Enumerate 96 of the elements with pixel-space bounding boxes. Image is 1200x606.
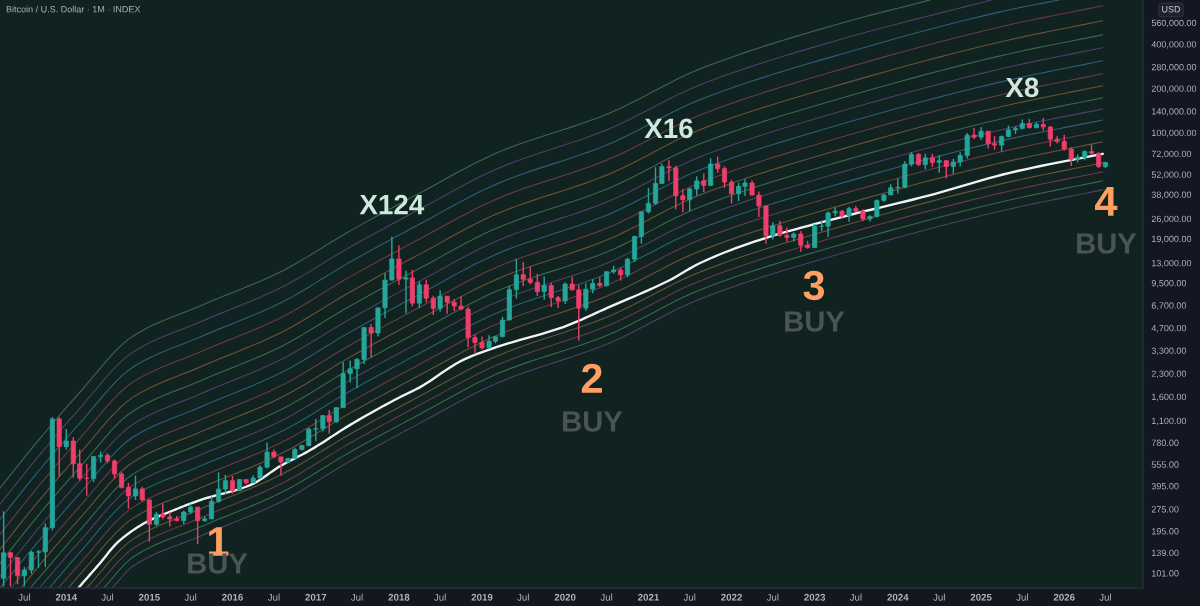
y-tick-label: 1,100.00 xyxy=(1152,417,1187,426)
y-tick-label: 275.00 xyxy=(1151,506,1179,513)
x-tick-label: 2023 xyxy=(804,593,826,601)
candlestick xyxy=(28,550,34,575)
y-tick-label: 38,000.00 xyxy=(1151,191,1192,199)
x-tick-label: 2017 xyxy=(305,593,327,601)
candlestick xyxy=(216,471,222,504)
candlestick xyxy=(437,289,443,313)
x-tick-label: Jul xyxy=(1016,593,1028,601)
candlestick xyxy=(21,566,27,588)
candlestick xyxy=(721,165,728,189)
annotation: 2 xyxy=(581,363,602,393)
y-tick-label: 100,000.00 xyxy=(1152,129,1197,138)
x-tick-label: 2015 xyxy=(138,593,160,601)
x-tick-label: Jul xyxy=(350,593,363,601)
candlestick xyxy=(91,455,97,483)
candlestick xyxy=(15,556,21,585)
x-tick-label: 2018 xyxy=(388,593,410,601)
x-tick-label: Jul xyxy=(267,593,280,601)
annotation: BUY xyxy=(563,411,623,432)
annotation: 4 xyxy=(1095,187,1118,216)
y-tick-label: 555.00 xyxy=(1151,461,1179,468)
y-tick-label: 101.00 xyxy=(1152,570,1179,577)
x-tick-label: Jul xyxy=(434,593,446,601)
x-tick-label: 2025 xyxy=(970,593,992,601)
candlestick xyxy=(368,323,374,358)
x-tick-label: 2014 xyxy=(55,593,78,601)
x-tick-label: Jul xyxy=(849,593,862,601)
y-tick-label: 26,000.00 xyxy=(1151,215,1192,224)
x-tick-label: Jul xyxy=(18,593,30,601)
x-tick-label: Jul xyxy=(933,593,945,601)
x-tick-label: 2026 xyxy=(1053,593,1075,601)
candlestick xyxy=(195,506,201,545)
text: Bitcoin / U.S. Dollar · 1M · INDEX xyxy=(6,5,141,13)
candlestick xyxy=(694,175,700,197)
candlestick xyxy=(729,178,735,205)
candlestick xyxy=(396,244,402,286)
y-tick-label: 52,000.00 xyxy=(1151,171,1192,179)
y-axis-title: USD xyxy=(1162,6,1181,13)
x-tick-label: Jul xyxy=(766,593,779,601)
candlestick xyxy=(708,157,714,187)
candlestick xyxy=(534,273,540,297)
x-tick-label: Jul xyxy=(517,593,529,601)
x-tick-label: Jul xyxy=(184,593,197,601)
y-tick-label: 1,600.00 xyxy=(1152,393,1187,402)
x-tick-label: Jul xyxy=(600,593,613,601)
candlestick xyxy=(132,474,138,501)
y-tick-label: 19,000.00 xyxy=(1152,235,1192,244)
y-tick-label: 4,700.00 xyxy=(1151,324,1187,333)
y-tick-label: 140,000.00 xyxy=(1152,108,1197,116)
y-tick-label: 2,300.00 xyxy=(1151,370,1187,379)
candlestick xyxy=(326,409,332,435)
candlestick xyxy=(632,234,638,263)
y-tick-label: 200,000.00 xyxy=(1151,85,1197,93)
candlestick xyxy=(222,474,228,495)
candlestick xyxy=(562,281,568,305)
y-tick-label: 13,000.00 xyxy=(1152,259,1192,268)
candlestick xyxy=(701,172,707,193)
y-tick-label: 395.00 xyxy=(1151,483,1179,490)
x-tick-label: 2021 xyxy=(637,593,659,601)
annotation: X124 xyxy=(359,194,425,215)
y-tick-label: 139.00 xyxy=(1152,549,1179,557)
x-tick-label: Jul xyxy=(101,593,114,601)
candlestick xyxy=(63,428,69,451)
candlestick xyxy=(513,258,519,300)
annotation: BUY xyxy=(1077,233,1137,254)
candlestick xyxy=(812,223,818,249)
candlestick xyxy=(625,257,631,278)
y-tick-label: 3,300.00 xyxy=(1151,347,1187,355)
y-tick-label: 780.00 xyxy=(1151,439,1179,446)
annotation: BUY xyxy=(785,311,845,332)
annotation: X16 xyxy=(644,118,693,139)
y-tick-label: 72,000.00 xyxy=(1151,150,1192,159)
candlestick xyxy=(403,270,409,315)
annotation: X8 xyxy=(1005,77,1039,98)
annotation: 3 xyxy=(803,270,825,301)
x-tick-label: 2019 xyxy=(471,593,493,601)
x-tick-label: Jul xyxy=(1099,593,1111,601)
candlestick xyxy=(416,280,422,309)
y-tick-label: 195.00 xyxy=(1152,528,1179,535)
candlestick xyxy=(112,458,118,480)
x-tick-label: 2020 xyxy=(554,593,576,601)
y-tick-label: 560,000.00 xyxy=(1151,19,1197,28)
candlestick xyxy=(541,275,547,301)
x-tick-label: 2024 xyxy=(887,593,909,601)
y-tick-label: 280,000.00 xyxy=(1151,63,1197,72)
candlestick xyxy=(943,159,949,179)
y-tick-label: 400,000.00 xyxy=(1151,41,1197,49)
x-tick-label: 2016 xyxy=(222,593,243,601)
candlestick xyxy=(645,187,651,215)
candlestick xyxy=(125,482,131,510)
y-tick-label: 6,700.00 xyxy=(1151,302,1187,310)
candlestick xyxy=(7,551,13,588)
x-tick-label: 2022 xyxy=(721,593,742,601)
y-tick-label: 9,500.00 xyxy=(1151,280,1187,288)
x-tick-label: Jul xyxy=(683,593,696,601)
